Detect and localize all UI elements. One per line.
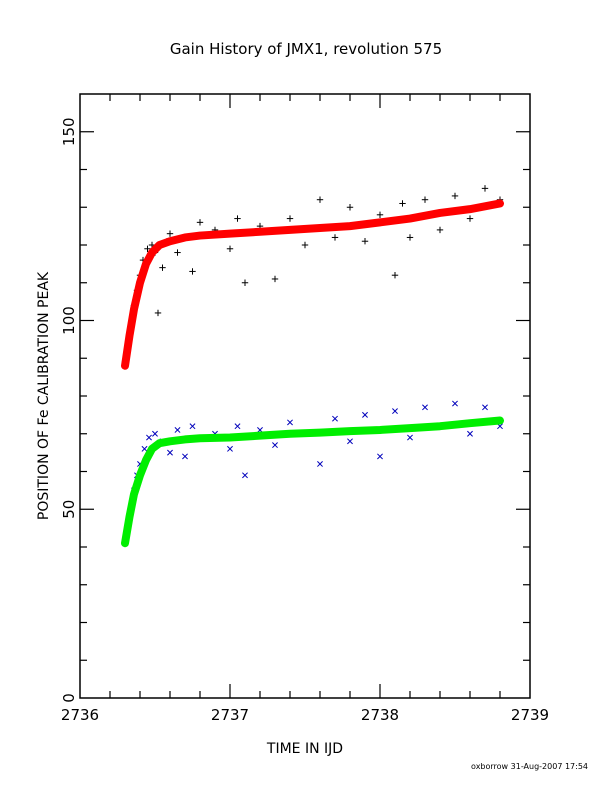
data-point-plus [159, 264, 166, 271]
data-point-cross [242, 472, 248, 479]
series-3 [121, 416, 504, 548]
data-point-plus [481, 185, 489, 192]
x-axis-label: TIME IN IJD [266, 741, 343, 757]
x-tick-label: 2737 [211, 706, 249, 724]
data-point-plus [361, 238, 369, 245]
data-point-cross [234, 423, 241, 430]
data-point-plus [234, 215, 241, 222]
y-tick-label: 150 [60, 117, 78, 146]
x-tick-label: 2739 [511, 706, 549, 724]
data-point-plus [436, 226, 444, 234]
y-axis-tick-labels: 0 50 100 150 [60, 117, 78, 702]
y-tick-label: 50 [60, 500, 78, 519]
footer-stamp: oxborrow 31-Aug-2007 17:54 [471, 762, 588, 771]
data-point-plus [391, 272, 399, 279]
series-layer [121, 185, 504, 548]
data-point-cross [287, 419, 293, 426]
data-point-plus [174, 249, 181, 256]
data-point-cross [362, 411, 368, 418]
data-point-cross [452, 400, 458, 407]
y-tick-label: 0 [60, 693, 78, 703]
data-point-cross [182, 453, 188, 460]
y-axis-ticks [80, 131, 530, 661]
y-tick-label: 100 [60, 306, 78, 335]
data-point-cross [407, 434, 413, 441]
x-axis-tick-labels: 2736 2737 2738 2739 [61, 706, 549, 724]
data-point-cross [272, 442, 278, 449]
data-point-plus [144, 245, 151, 252]
data-point-plus [376, 211, 384, 218]
data-point-plus [421, 196, 429, 203]
data-point-plus [286, 215, 294, 222]
data-point-cross [174, 427, 181, 433]
data-point-plus [346, 204, 354, 211]
data-point-cross [167, 449, 173, 456]
data-point-cross [347, 438, 353, 445]
data-point-cross [152, 430, 158, 437]
fit-line [121, 199, 504, 370]
data-point-plus [316, 196, 324, 203]
data-point-plus [451, 192, 459, 200]
data-point-plus [226, 245, 234, 252]
x-axis-ticks [109, 94, 501, 698]
data-point-plus [331, 234, 339, 241]
data-point-plus [399, 200, 406, 207]
chart-title: Gain History of JMX1, revolution 575 [170, 40, 442, 58]
data-point-cross [482, 404, 488, 411]
plot-frame [79, 93, 531, 699]
data-point-plus [271, 275, 279, 283]
data-point-cross [467, 430, 473, 437]
data-point-plus [189, 268, 196, 275]
data-point-plus [166, 230, 174, 237]
data-point-cross [317, 460, 323, 467]
data-point-cross [189, 423, 196, 430]
data-point-cross [146, 434, 152, 441]
data-point-cross [332, 415, 338, 422]
fit-line [121, 416, 504, 548]
data-point-cross [141, 445, 148, 452]
x-tick-label: 2738 [361, 706, 399, 724]
data-point-plus [241, 279, 249, 286]
data-point-cross [377, 453, 383, 460]
data-point-cross [392, 408, 398, 415]
y-axis-label: POSITION OF Fe CALIBRATION PEAK [36, 271, 52, 520]
data-point-plus [154, 309, 162, 317]
data-point-cross [227, 445, 233, 452]
series-1 [121, 199, 504, 370]
data-point-plus [196, 219, 204, 226]
data-point-plus [301, 241, 309, 249]
data-point-cross [422, 404, 428, 411]
data-point-plus [466, 215, 474, 222]
data-point-plus [406, 234, 414, 241]
x-tick-label: 2736 [61, 706, 99, 724]
